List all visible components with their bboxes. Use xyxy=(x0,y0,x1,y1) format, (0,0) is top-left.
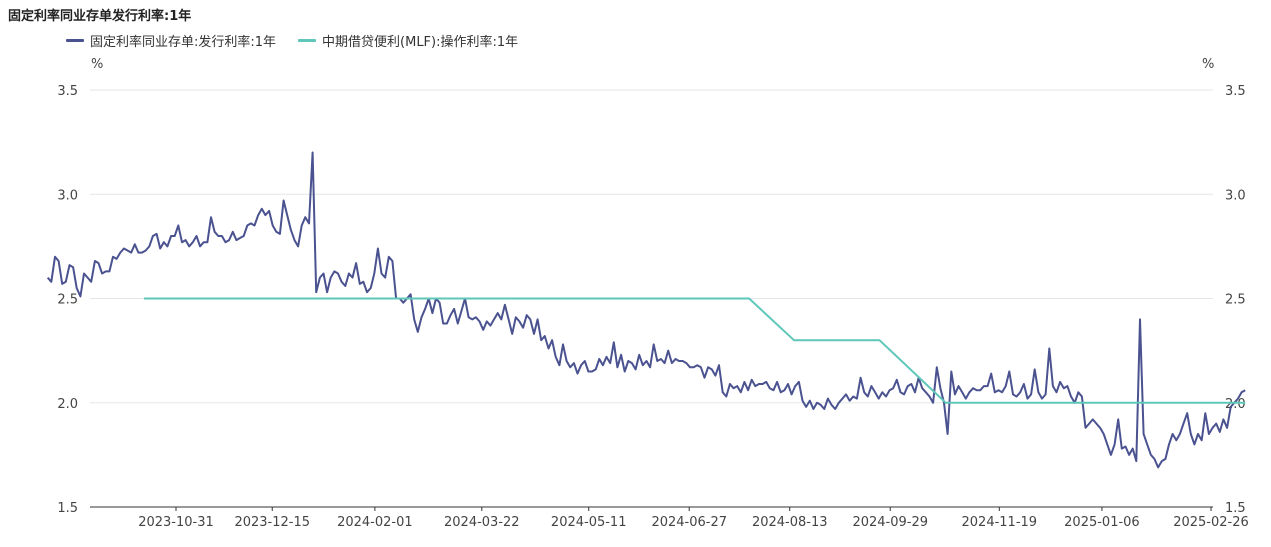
x-tick-label: 2024-03-22 xyxy=(444,515,520,530)
legend-label-cd-rate: 固定利率同业存单:发行利率:1年 xyxy=(90,35,277,50)
legend-swatch-cd-rate xyxy=(66,39,84,42)
legend-item-mlf-rate[interactable]: 中期借贷便利(MLF):操作利率:1年 xyxy=(298,31,518,50)
x-tick-label: 2025-01-06 xyxy=(1064,515,1140,530)
x-tick-label: 2024-11-19 xyxy=(962,515,1038,530)
y-tick-label-right: 1.5 xyxy=(1225,501,1246,516)
y-tick-label-right: 3.5 xyxy=(1225,84,1246,99)
legend: 固定利率同业存单:发行利率:1年 中期借贷便利(MLF):操作利率:1年 xyxy=(66,31,540,50)
y-unit-right: % xyxy=(1202,57,1214,72)
x-tick-label: 2024-09-29 xyxy=(852,515,928,530)
x-tick-label: 2024-06-27 xyxy=(651,515,727,530)
series-line-cd-rate xyxy=(46,151,1246,469)
x-tick-label: 2024-02-01 xyxy=(337,515,413,530)
y-tick-label-right: 3.0 xyxy=(1225,188,1246,203)
y-tick-label-left: 2.0 xyxy=(57,397,78,412)
chart-title: 固定利率同业存单发行利率:1年 xyxy=(8,9,192,24)
series-lines xyxy=(46,151,1246,469)
x-tick-label: 2024-05-11 xyxy=(551,515,627,530)
legend-label-mlf-rate: 中期借贷便利(MLF):操作利率:1年 xyxy=(322,35,519,50)
x-tick-label: 2023-10-31 xyxy=(138,515,214,530)
x-tick-label: 2024-08-13 xyxy=(752,515,828,530)
y-tick-label-right: 2.5 xyxy=(1225,293,1246,308)
legend-item-cd-rate[interactable]: 固定利率同业存单:发行利率:1年 xyxy=(66,31,276,50)
axes: 1.5 1.5 2.0 2.0 2.5 2.5 3.0 3.0 3.5 3.5% % 2023-10-… xyxy=(57,57,1248,530)
y-tick-label-right: 2.0 xyxy=(1225,397,1246,412)
y-tick-label-left: 3.0 xyxy=(57,188,78,203)
x-tick-label: 2025-02-26 xyxy=(1173,515,1249,530)
x-tick-label: 2023-12-15 xyxy=(234,515,310,530)
y-tick-label-left: 3.5 xyxy=(57,84,78,99)
y-tick-label-left: 2.5 xyxy=(57,293,78,308)
series-line-mlf-rate xyxy=(143,297,1246,404)
y-tick-label-left: 1.5 xyxy=(57,501,78,516)
y-unit-left: % xyxy=(91,57,103,72)
legend-swatch-mlf-rate xyxy=(298,39,317,42)
